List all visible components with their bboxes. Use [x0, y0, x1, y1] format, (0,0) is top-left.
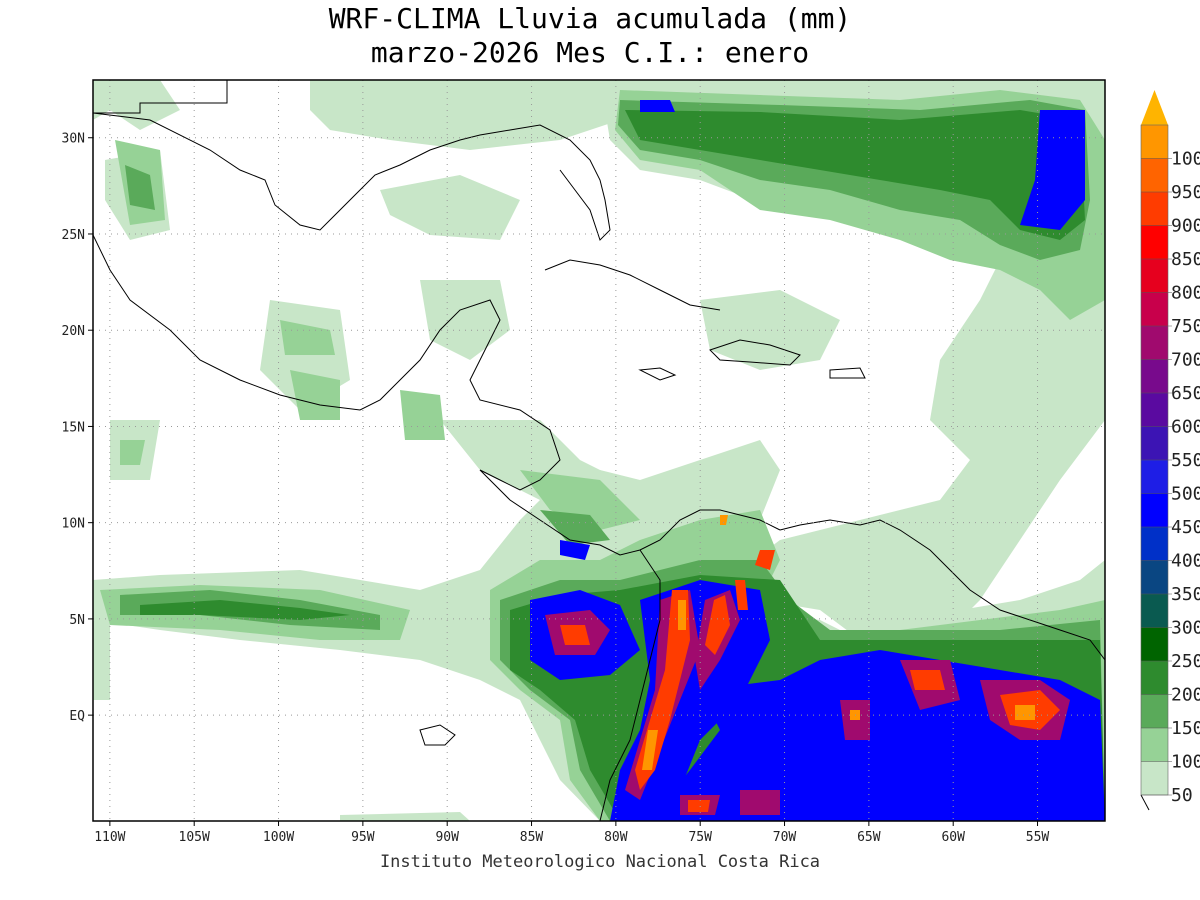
x-tick-label: 95W: [351, 830, 375, 845]
y-tick-label: 15N: [62, 420, 85, 435]
colorbar-label: 600: [1171, 417, 1200, 438]
colorbar-swatch: [1141, 426, 1168, 460]
colorbar-label: 650: [1171, 383, 1200, 404]
map-frame: [92, 79, 1106, 822]
x-axis: 110W 105W 100W 95W 90W 85W 80W 75W 70W 65W 60W 55W: [94, 821, 1049, 845]
colorbar-swatch: [1141, 661, 1168, 695]
colorbar-swatch: [1141, 594, 1168, 628]
colorbar-overflow-arrow: [1141, 90, 1168, 125]
y-tick-label: 25N: [62, 228, 85, 243]
colorbar-swatch: [1141, 359, 1168, 393]
x-tick-label: 65W: [857, 830, 881, 845]
colorbar-label: 450: [1171, 517, 1200, 538]
colorbar-label: 550: [1171, 450, 1200, 471]
x-tick-label: 100W: [263, 830, 294, 845]
colorbar-label: 900: [1171, 216, 1200, 237]
colorbar-swatch: [1141, 292, 1168, 326]
colorbar-border: [1140, 124, 1169, 796]
colorbar-swatch: [1141, 694, 1168, 728]
colorbar-label: 200: [1171, 685, 1200, 706]
map-subtitle: marzo-2026 Mes C.I.: enero: [370, 36, 810, 69]
x-tick-label: 110W: [94, 830, 125, 845]
colorbar-label: 700: [1171, 350, 1200, 371]
colorbar-swatch: [1141, 326, 1168, 360]
colorbar-swatch: [1141, 158, 1168, 192]
x-tick-label: 55W: [1026, 830, 1050, 845]
colorbar-swatch: [1141, 393, 1168, 427]
y-tick-label: 5N: [69, 613, 85, 628]
colorbar-swatch: [1141, 493, 1168, 527]
colorbar-swatch: [1141, 627, 1168, 661]
x-tick-label: 105W: [179, 830, 210, 845]
colorbar-label: 300: [1171, 618, 1200, 639]
colorbar-label: 850: [1171, 249, 1200, 270]
colorbar-underflow-arrow: [1140, 794, 1150, 811]
y-tick-label: 30N: [62, 132, 85, 147]
x-tick-label: 75W: [688, 830, 712, 845]
y-tick-label: EQ: [69, 709, 85, 724]
colorbar-label: 400: [1171, 551, 1200, 572]
y-tick-label: 10N: [62, 517, 85, 532]
colorbar-swatch: [1141, 259, 1168, 293]
y-tick-label: 20N: [62, 324, 85, 339]
x-tick-label: 70W: [773, 830, 797, 845]
colorbar-swatch: [1141, 192, 1168, 226]
colorbar-label: 950: [1171, 182, 1200, 203]
y-axis: 30N 25N 20N 15N 10N 5N EQ: [62, 132, 93, 724]
colorbar-swatch: [1141, 125, 1168, 159]
colorbar-swatch: [1141, 225, 1168, 259]
colorbar-label: 800: [1171, 283, 1200, 304]
colorbar-swatch: [1141, 460, 1168, 494]
colorbar-swatch: [1141, 560, 1168, 594]
x-tick-label: 60W: [941, 830, 965, 845]
colorbar-swatch: [1141, 761, 1168, 795]
map-title: WRF-CLIMA Lluvia acumulada (mm): [328, 2, 852, 35]
x-tick-label: 90W: [435, 830, 459, 845]
x-tick-label: 80W: [604, 830, 628, 845]
colorbar-label: 1000: [1171, 149, 1200, 170]
colorbar-label: 750: [1171, 316, 1200, 337]
x-tick-label: 85W: [520, 830, 544, 845]
colorbar-label: 500: [1171, 484, 1200, 505]
colorbar-label: 50: [1171, 785, 1193, 806]
coastlines: [93, 80, 1105, 821]
colorbar-swatch: [1141, 527, 1168, 561]
colorbar-label: 150: [1171, 718, 1200, 739]
colorbar-label: 350: [1171, 584, 1200, 605]
grid-lines: [93, 80, 1105, 821]
colorbar-label: 100: [1171, 752, 1200, 773]
colorbar-label: 250: [1171, 651, 1200, 672]
precipitation-field: [93, 80, 1105, 821]
footer-credit: Instituto Meteorologico Nacional Costa R…: [379, 852, 821, 872]
colorbar-swatch: [1141, 728, 1168, 762]
colorbar: 50 100 150 200 250 300 350 400 450 500 550 600 650 70…: [1140, 90, 1200, 811]
